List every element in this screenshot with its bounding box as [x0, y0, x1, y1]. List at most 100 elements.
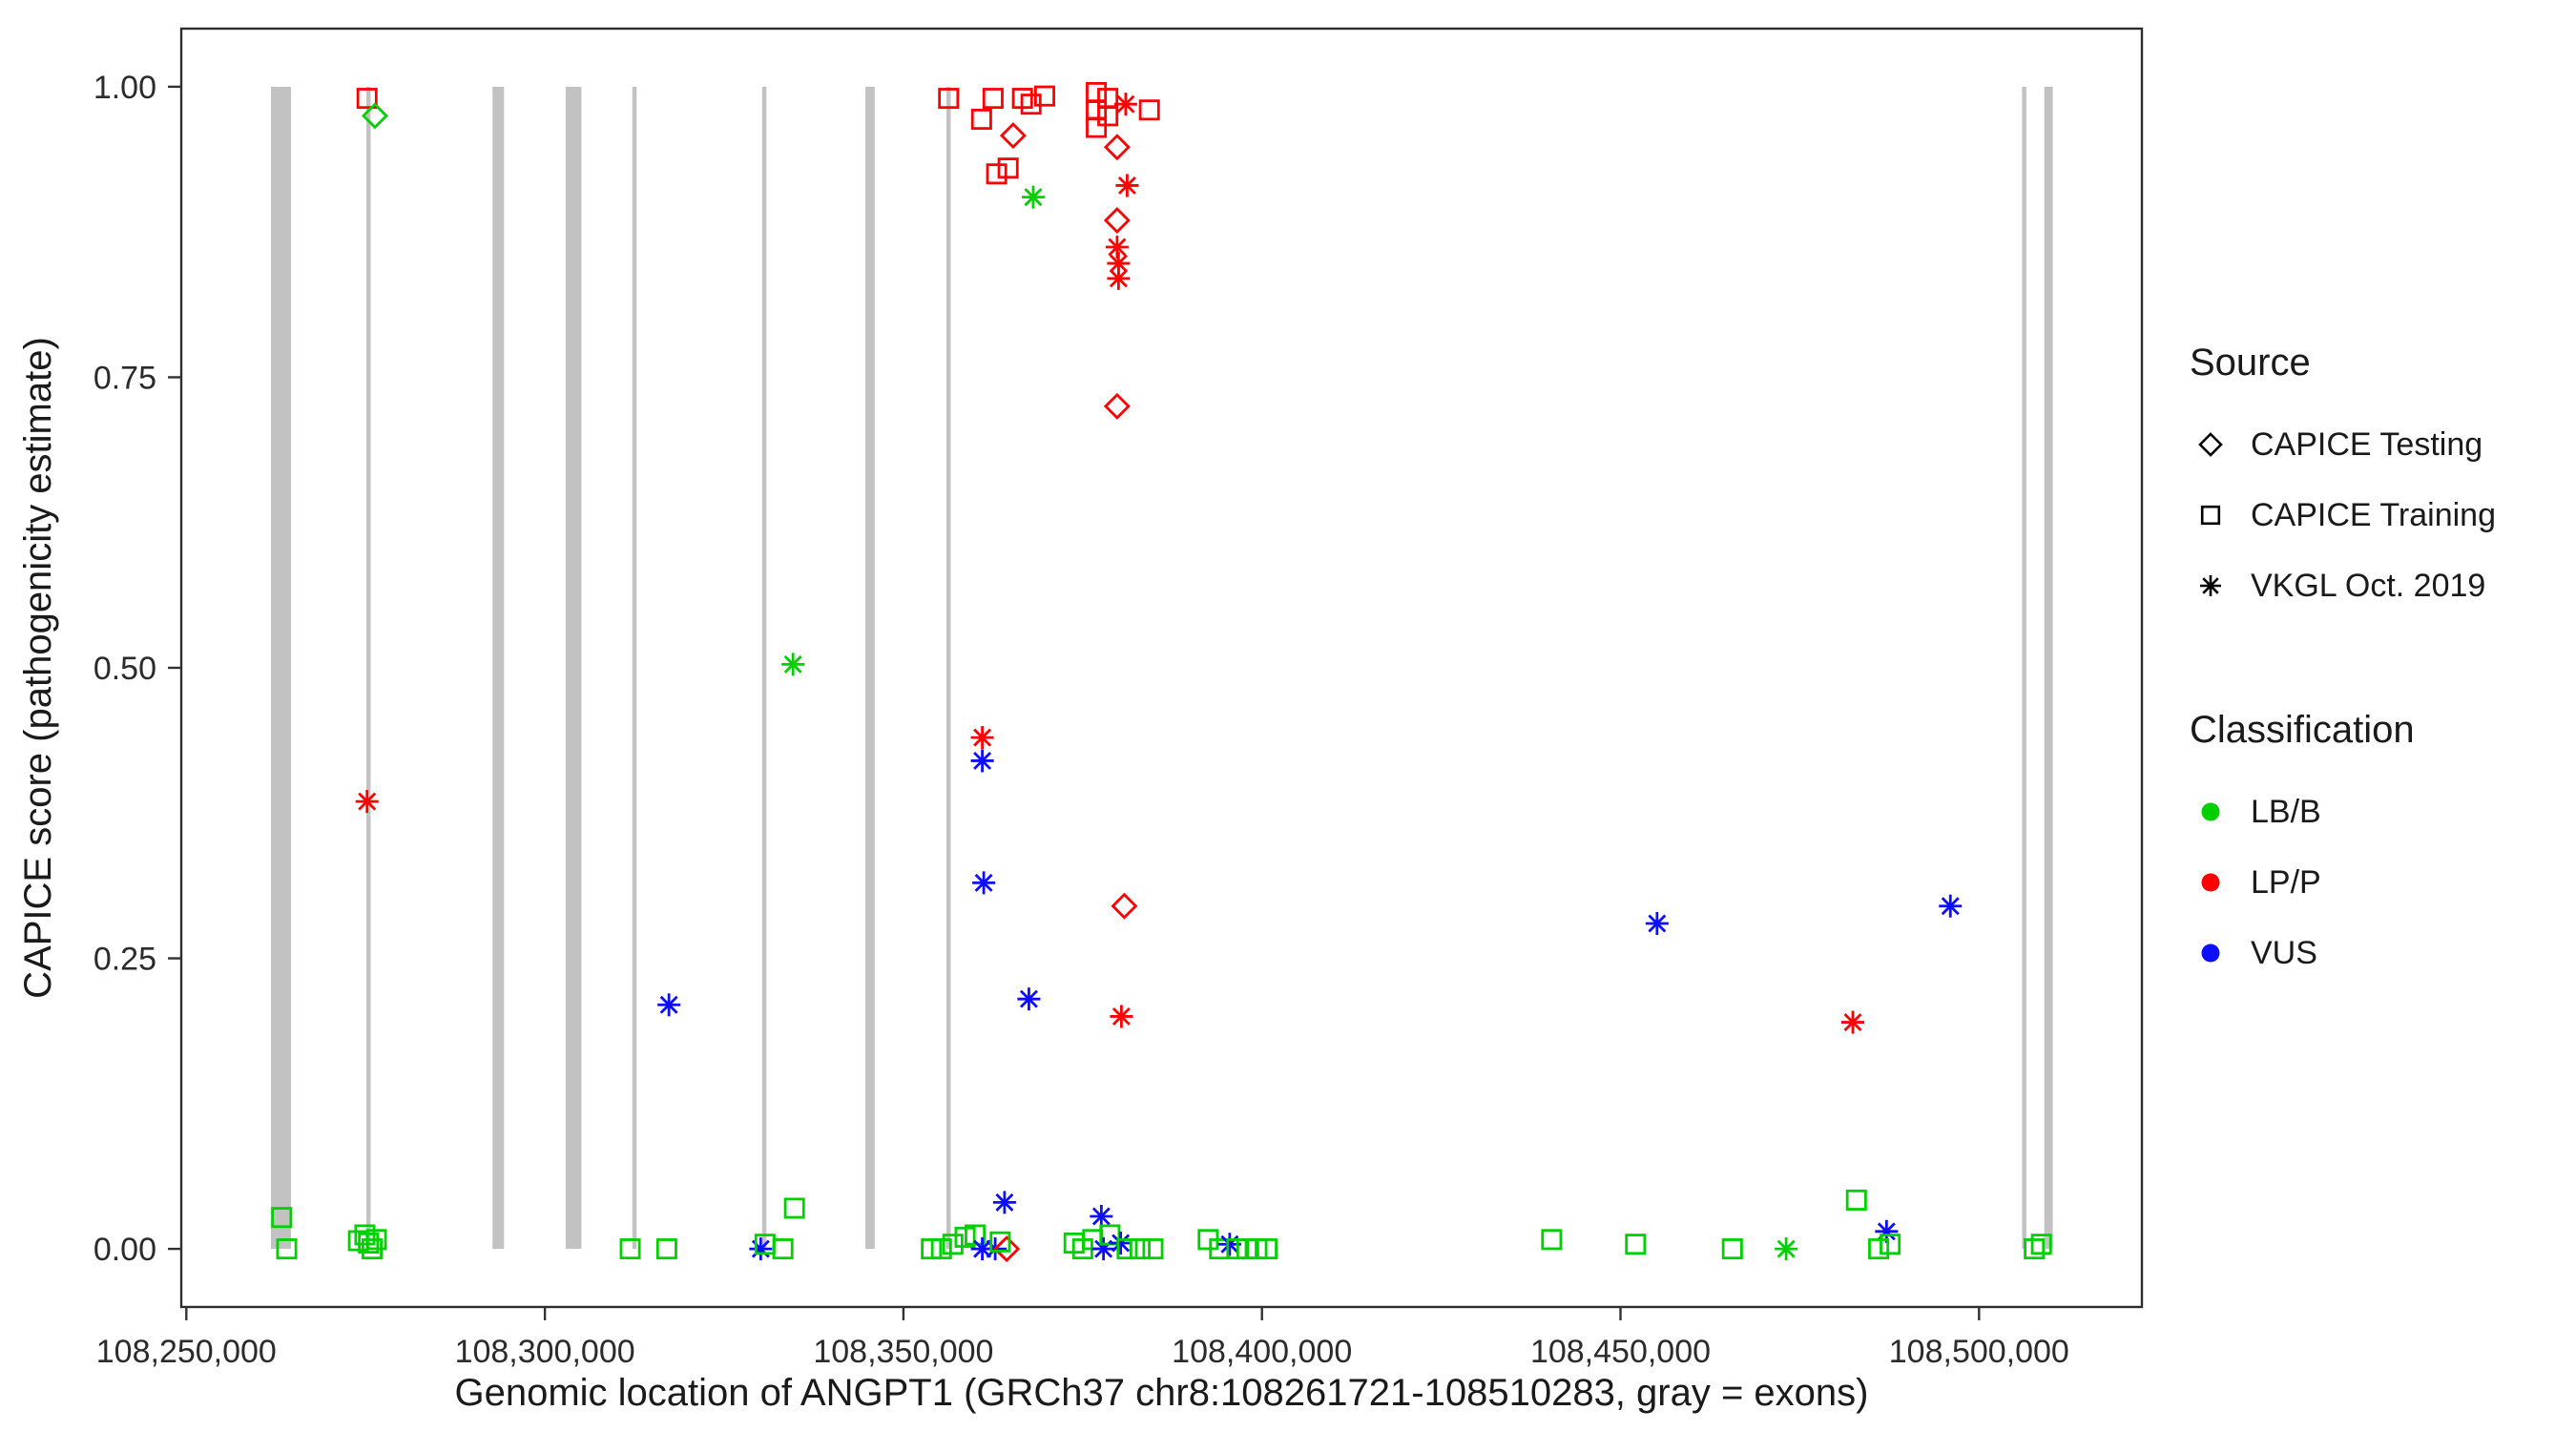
data-point — [749, 1237, 773, 1261]
data-point — [1138, 99, 1160, 121]
data-point — [655, 1238, 677, 1260]
data-point — [1116, 1238, 1138, 1260]
legend-source-items: CAPICE Testing CAPICE Training VKGL Oct. 2… — [2190, 409, 2571, 621]
data-point — [1021, 185, 1045, 209]
data-point — [1097, 105, 1119, 127]
data-point — [1033, 85, 1055, 107]
y-tick-label: 0.50 — [93, 651, 156, 687]
dot-icon — [2201, 873, 2220, 892]
asterisk-icon — [2200, 575, 2221, 596]
exon-bar — [365, 86, 371, 1250]
data-point — [772, 1238, 794, 1260]
data-point — [986, 163, 1008, 185]
legend-item: CAPICE Testing — [2190, 409, 2571, 480]
data-point — [1129, 1238, 1151, 1260]
data-point — [1142, 1238, 1164, 1260]
data-point — [942, 1234, 964, 1255]
data-point — [355, 790, 379, 814]
data-point — [1541, 1229, 1563, 1251]
legend-item: VUS — [2190, 918, 2571, 988]
data-point — [783, 1197, 805, 1219]
data-point — [938, 88, 960, 110]
x-axis-title: Genomic location of ANGPT1 (GRCh37 chr8:… — [454, 1372, 1869, 1414]
exon-bar — [946, 86, 951, 1250]
x-tick-label: 108,400,000 — [1172, 1334, 1352, 1370]
data-point — [1086, 82, 1108, 104]
data-point — [1625, 1234, 1647, 1255]
panel-border — [179, 27, 2144, 1309]
data-point — [2030, 1234, 2052, 1255]
data-point — [1256, 1238, 1278, 1260]
dot-icon — [2201, 944, 2220, 963]
data-point — [997, 157, 1019, 179]
data-point — [276, 1238, 298, 1260]
data-point — [1113, 93, 1137, 116]
data-point — [1103, 207, 1131, 234]
x-tick-label: 108,300,000 — [455, 1334, 635, 1370]
x-tick-label: 108,500,000 — [1889, 1334, 2069, 1370]
legend-item: VKGL Oct. 2019 — [2190, 550, 2571, 621]
legend-item-label: VUS — [2251, 934, 2317, 971]
exon-bar — [761, 86, 767, 1250]
data-point — [965, 1224, 987, 1246]
data-point — [1103, 134, 1131, 161]
data-point — [1845, 1189, 1867, 1211]
data-point — [1110, 1005, 1133, 1028]
legend-item: LP/P — [2190, 847, 2571, 918]
exon-bar — [2044, 86, 2053, 1250]
data-point — [356, 88, 378, 110]
data-point — [1645, 912, 1669, 935]
legend-item-label: LB/B — [2251, 793, 2321, 830]
data-point — [970, 109, 992, 131]
data-point — [2024, 1238, 2046, 1260]
data-point — [993, 1235, 1021, 1263]
data-point — [930, 1238, 952, 1260]
data-point — [970, 726, 994, 750]
data-point — [1107, 252, 1131, 276]
data-point — [1868, 1238, 1890, 1260]
x-tick-label: 108,250,000 — [96, 1334, 277, 1370]
data-point — [1115, 174, 1139, 197]
data-point — [970, 749, 994, 773]
data-point — [1090, 1204, 1113, 1228]
data-point — [1097, 88, 1119, 110]
exon-bar — [565, 86, 582, 1250]
y-tick-label: 1.00 — [93, 70, 156, 106]
legend-source-title: Source — [2190, 342, 2311, 384]
diamond-icon — [2198, 432, 2223, 457]
data-point — [1939, 894, 1963, 918]
y-tick-label: 0.25 — [93, 941, 156, 977]
legend: Source CAPICE Testing CAPICE Training VKGL… — [2190, 342, 2571, 988]
legend-classification-title: Classification — [2190, 709, 2415, 751]
data-point — [1721, 1238, 1743, 1260]
legend-item: CAPICE Training — [2190, 480, 2571, 550]
data-point — [1111, 892, 1138, 920]
x-tick-label: 108,350,000 — [813, 1334, 993, 1370]
data-point — [1086, 116, 1108, 138]
data-point — [982, 88, 1004, 110]
legend-classification-items: LB/B LP/P VUS — [2190, 777, 2571, 988]
data-point — [781, 653, 805, 676]
data-point — [362, 102, 388, 130]
square-icon — [2200, 505, 2221, 526]
data-point — [1109, 1232, 1132, 1255]
data-point — [657, 993, 681, 1017]
data-point — [1103, 392, 1131, 420]
data-point — [992, 1191, 1016, 1214]
exon-bar — [271, 86, 292, 1250]
data-point — [619, 1238, 641, 1260]
legend-item: LB/B — [2190, 777, 2571, 847]
data-point — [1086, 99, 1108, 121]
exon-bar — [2022, 86, 2026, 1250]
data-point — [1841, 1010, 1865, 1034]
y-tick-label: 0.00 — [93, 1232, 156, 1268]
y-axis-title: CAPICE score (pathogenicity estimate) — [17, 337, 59, 999]
exon-bar — [865, 86, 875, 1250]
legend-item-label: VKGL Oct. 2019 — [2251, 567, 2486, 604]
data-point — [271, 1207, 293, 1229]
legend-item-label: CAPICE Training — [2251, 496, 2496, 533]
data-point — [1091, 1237, 1115, 1261]
exon-bar — [632, 86, 637, 1250]
